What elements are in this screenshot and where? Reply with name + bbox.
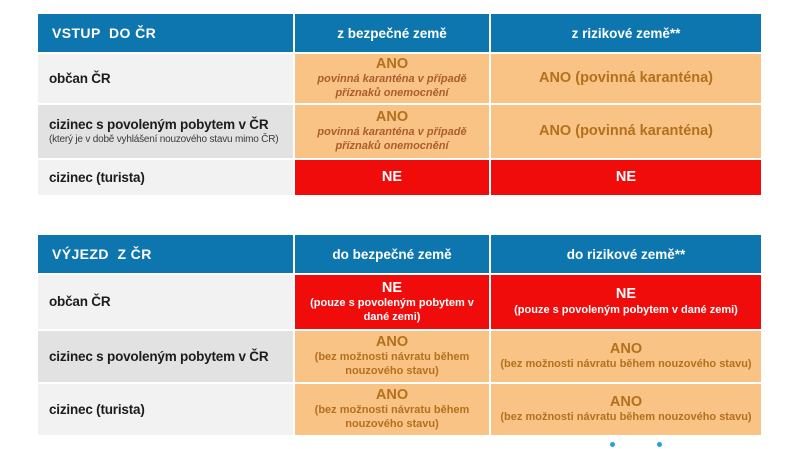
row-label-text: občan ČR [49, 294, 111, 310]
cell-note: povinná karanténa v případě příznaků one… [317, 126, 467, 153]
cell-note: (bez možnosti návratu během nouzového st… [500, 358, 752, 371]
carousel-dot[interactable] [610, 442, 615, 447]
entry-risky-country-header: z rizikové země** [491, 14, 761, 52]
cell-answer: NE [381, 168, 403, 185]
cell-answer: ANO (povinná karanténa) [538, 69, 714, 86]
table-cell: NE [295, 160, 489, 195]
cell-answer: ANO [375, 387, 409, 404]
row-label-citizen: občan ČR [38, 54, 293, 103]
row-label-tourist: cizinec (turista) [38, 160, 293, 195]
exit-table-title: VÝJEZD Z ČR [38, 235, 293, 273]
cell-note: (pouze s povoleným pobytem v dané zemi) [310, 296, 474, 323]
row-label-citizen: občan ČR [38, 275, 293, 329]
table-cell: ANO povinná karanténa v případě příznaků… [295, 54, 489, 103]
entry-rules-table: VSTUP DO ČR z bezpečné země z rizikové z… [38, 14, 761, 195]
cell-note: (bez možnosti návratu během nouzového st… [314, 404, 470, 431]
carousel-dot[interactable] [657, 442, 662, 447]
cell-answer: NE [615, 286, 637, 303]
table-cell: ANO (bez možnosti návratu během nouzovéh… [491, 384, 761, 435]
exit-rules-table: VÝJEZD Z ČR do bezpečné země do rizikové… [38, 235, 761, 435]
row-label-resident-foreigner: cizinec s povoleným pobytem v ČR (který … [38, 105, 293, 158]
row-label-tourist: cizinec (turista) [38, 384, 293, 435]
cell-note: (pouze s povoleným pobytem v dané zemi) [514, 303, 738, 316]
table-cell: ANO povinná karanténa v případě příznaků… [295, 105, 489, 158]
table-cell: ANO (bez možnosti návratu během nouzovéh… [295, 331, 489, 382]
cell-answer: ANO [375, 56, 409, 73]
entry-safe-country-header: z bezpečné země [295, 14, 489, 52]
cell-note: (bez možnosti návratu během nouzového st… [314, 351, 470, 378]
cell-answer: ANO (povinná karanténa) [538, 122, 714, 139]
cell-note: (bez možnosti návratu během nouzového st… [500, 411, 752, 424]
table-cell: ANO (bez možnosti návratu během nouzovéh… [491, 331, 761, 382]
table-cell: NE (pouze s povoleným pobytem v dané zem… [295, 275, 489, 329]
entry-table-title: VSTUP DO ČR [38, 14, 293, 52]
table-cell: ANO (povinná karanténa) [491, 54, 761, 103]
cell-answer: NE [381, 279, 403, 296]
row-label-resident-foreigner: cizinec s povoleným pobytem v ČR [38, 331, 293, 382]
cell-answer: ANO [375, 334, 409, 351]
exit-risky-country-header: do rizikové země** [491, 235, 761, 273]
row-label-text: cizinec (turista) [49, 401, 145, 417]
cell-answer: NE [615, 168, 637, 185]
row-label-text: cizinec s povoleným pobytem v ČR [49, 117, 269, 133]
table-cell: NE [491, 160, 761, 195]
cell-answer: ANO [375, 109, 409, 126]
cell-answer: ANO [609, 393, 643, 410]
row-label-text: cizinec s povoleným pobytem v ČR [49, 348, 269, 364]
row-label-text: cizinec (turista) [49, 169, 145, 185]
exit-safe-country-header: do bezpečné země [295, 235, 489, 273]
row-sublabel-text: (který je v době vyhlášení nouzového sta… [49, 134, 279, 145]
cell-answer: ANO [609, 340, 643, 357]
cell-note: povinná karanténa v případě příznaků one… [317, 73, 467, 100]
table-cell: ANO (povinná karanténa) [491, 105, 761, 158]
table-cell: ANO (bez možnosti návratu během nouzovéh… [295, 384, 489, 435]
row-label-text: občan ČR [49, 70, 111, 86]
table-cell: NE (pouze s povoleným pobytem v dané zem… [491, 275, 761, 329]
